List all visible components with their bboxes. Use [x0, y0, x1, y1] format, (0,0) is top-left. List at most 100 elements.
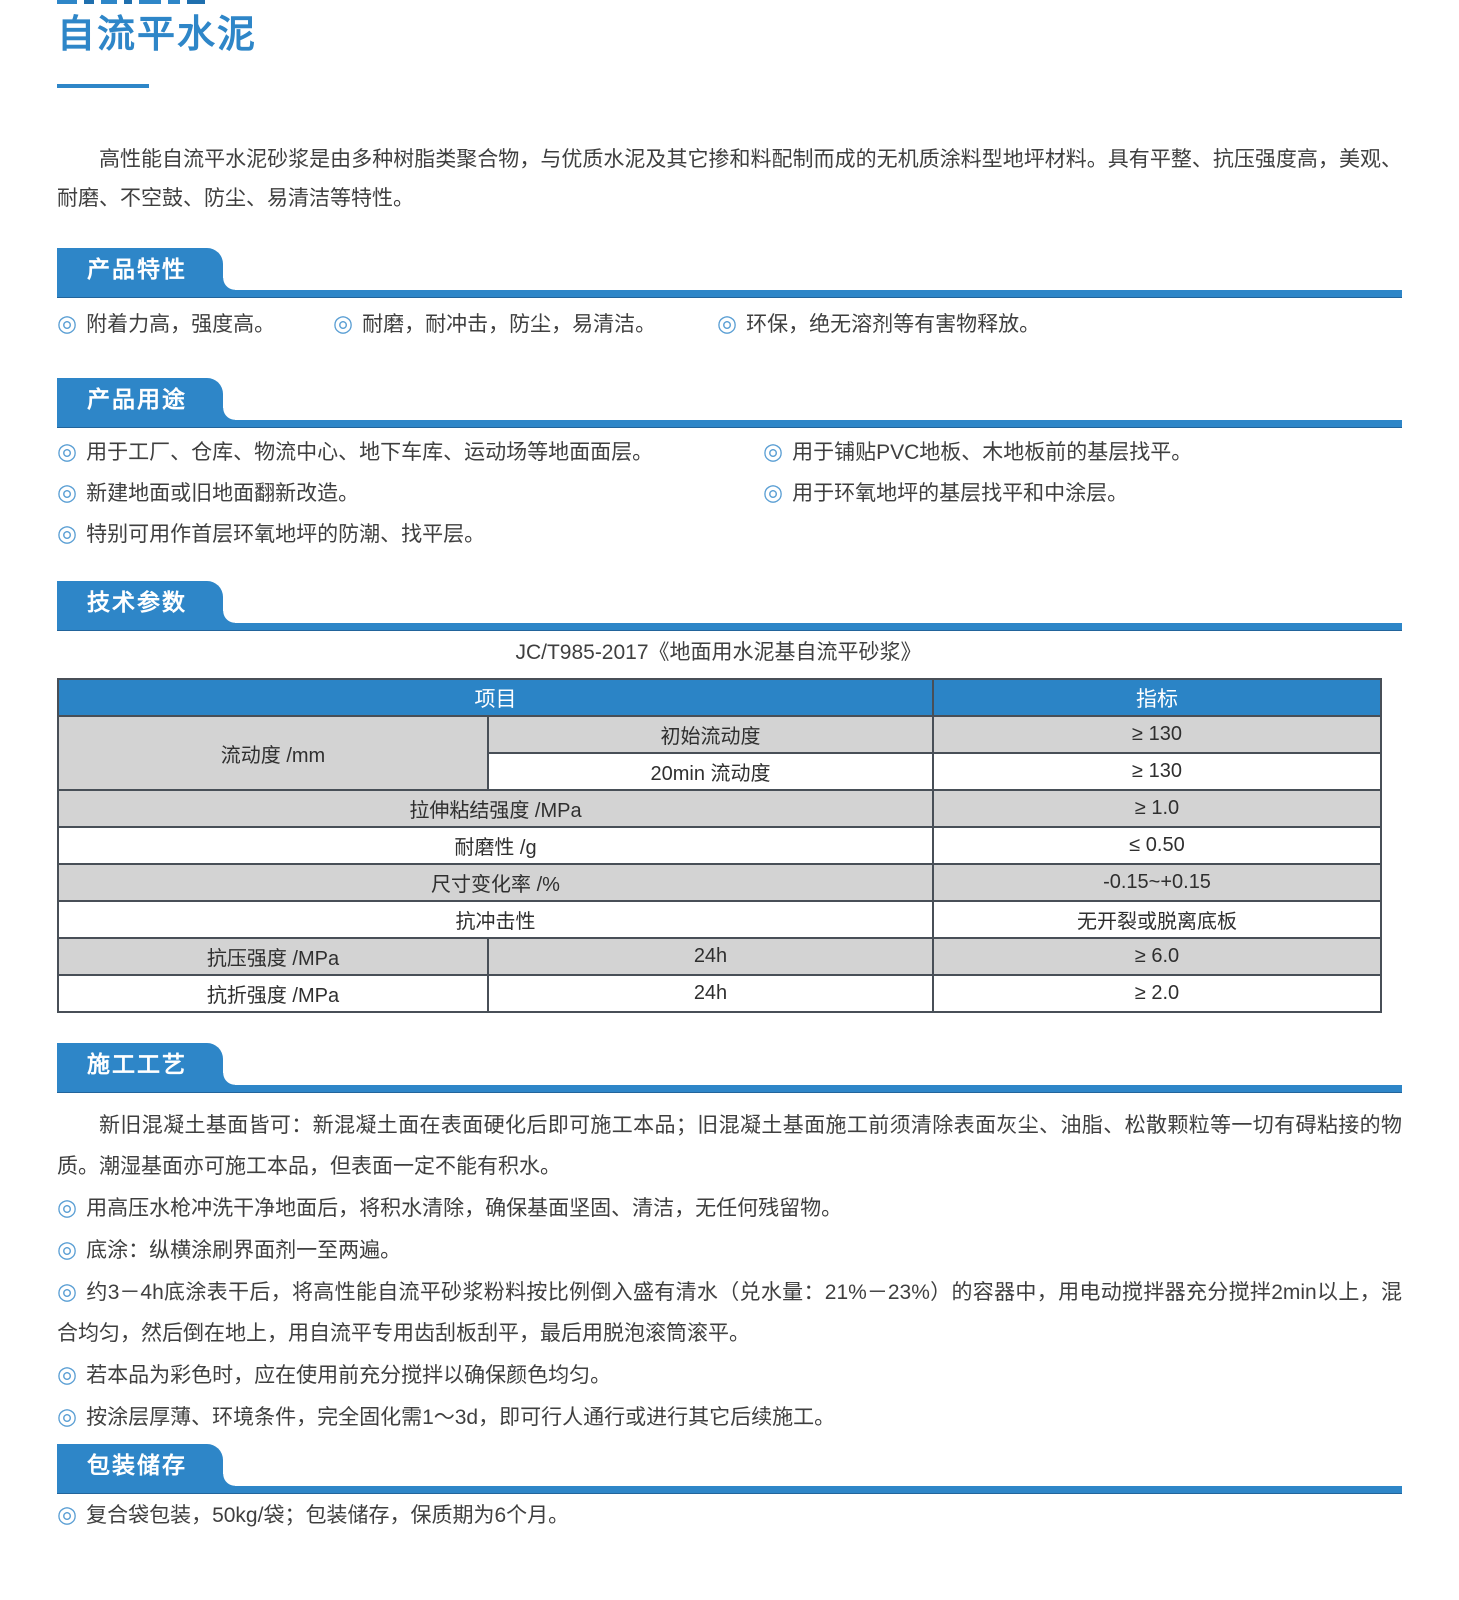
cell-flexural: 抗折强度 /MPa	[57, 974, 489, 1013]
table-header-item: 项目	[57, 678, 934, 717]
section-heading-packaging: 包装储存	[87, 1452, 187, 1478]
list-item: ◎ 复合袋包装，50kg/袋；包装储存，保质期为6个月。	[57, 1494, 1402, 1536]
table-row-tensile: 拉伸粘结强度 /MPa ≥ 1.0	[57, 789, 1382, 828]
ring-bullet-icon: ◎	[57, 1361, 78, 1387]
top-crop-artifact	[57, 0, 1459, 4]
section-header-uses: 产品用途	[57, 378, 1402, 428]
list-item: ◎ 耐磨，耐冲击，防尘，易清洁。	[333, 308, 717, 340]
ring-bullet-icon: ◎	[763, 479, 784, 505]
process-step-text: 按涂层厚薄、环境条件，完全固化需1～3d，即可行人通行或进行其它后续施工。	[86, 1406, 836, 1429]
section-rule	[57, 1486, 1402, 1494]
section-rule	[57, 623, 1402, 631]
process-step-text: 用高压水枪冲洗干净地面后，将积水清除，确保基面坚固、清洁，无任何残留物。	[86, 1197, 843, 1220]
table-row-flow-initial: 流动度 /mm 初始流动度 ≥ 130	[57, 715, 1382, 791]
cell-dimension-value: -0.15~+0.15	[932, 863, 1382, 902]
table-row-flow-20min: 20min 流动度 ≥ 130	[58, 752, 1382, 791]
process-step-text: 若本品为彩色时，应在使用前充分搅拌以确保颜色均匀。	[86, 1364, 612, 1387]
table-row-dimension: 尺寸变化率 /% -0.15~+0.15	[57, 863, 1382, 902]
feature-text: 环保，绝无溶剂等有害物释放。	[746, 313, 1041, 336]
use-text: 特别可用作首层环氧地坪的防潮、找平层。	[86, 523, 486, 546]
list-item: ◎ 特别可用作首层环氧地坪的防潮、找平层。	[57, 518, 763, 550]
section-header-process: 施工工艺	[57, 1043, 1402, 1093]
packaging-text: 复合袋包装，50kg/袋；包装储存，保质期为6个月。	[86, 1504, 570, 1527]
ring-bullet-icon: ◎	[57, 1194, 78, 1220]
list-item: ◎ 底涂：纵横涂刷界面剂一至两遍。	[57, 1229, 1402, 1271]
section-header-features: 产品特性	[57, 248, 1402, 298]
intro-paragraph: 高性能自流平水泥砂浆是由多种树脂类聚合物，与优质水泥及其它掺和料配制而成的无机质…	[57, 148, 1402, 210]
ring-bullet-icon: ◎	[763, 438, 784, 464]
list-item: ◎ 用于工厂、仓库、物流中心、地下车库、运动场等地面面层。	[57, 436, 763, 468]
section-tab-tech: 技术参数	[57, 581, 235, 623]
section-heading-uses: 产品用途	[87, 386, 187, 412]
table-header-index: 指标	[932, 678, 1382, 717]
feature-text: 耐磨，耐冲击，防尘，易清洁。	[362, 313, 657, 336]
uses-columns: ◎ 用于工厂、仓库、物流中心、地下车库、运动场等地面面层。 ◎ 新建地面或旧地面翻新…	[57, 436, 1402, 559]
cell-abrasion-value: ≤ 0.50	[932, 826, 1382, 865]
tech-table-wrap: JC/T985-2017《地面用水泥基自流平砂浆》 项目 指标 流动度 /mm …	[57, 640, 1382, 1013]
uses-column-right: ◎ 用于铺贴PVC地板、木地板前的基层找平。 ◎ 用于环氧地坪的基层找平和中涂层。	[763, 436, 1192, 559]
cell-flexural-time: 24h	[487, 974, 934, 1013]
section-heading-features: 产品特性	[87, 256, 187, 282]
section-rule	[57, 1085, 1402, 1093]
tech-params-table: 项目 指标 流动度 /mm 初始流动度 ≥ 130 20min 流动度 ≥ 13…	[57, 678, 1382, 1013]
list-item: ◎ 新建地面或旧地面翻新改造。	[57, 477, 763, 509]
ring-bullet-icon: ◎	[57, 1236, 78, 1262]
cell-tensile-value: ≥ 1.0	[932, 789, 1382, 828]
section-header-packaging: 包装储存	[57, 1444, 1402, 1494]
standard-reference: JC/T985-2017《地面用水泥基自流平砂浆》	[515, 641, 922, 664]
cell-compressive: 抗压强度 /MPa	[57, 937, 489, 976]
cell-compressive-time: 24h	[487, 937, 934, 976]
list-item: ◎ 按涂层厚薄、环境条件，完全固化需1～3d，即可行人通行或进行其它后续施工。	[57, 1396, 1402, 1438]
section-tab-uses: 产品用途	[57, 378, 235, 420]
list-item: ◎ 约3－4h底涂表干后，将高性能自流平砂浆粉料按比例倒入盛有清水（兑水量：21%…	[57, 1271, 1402, 1354]
table-row-abrasion: 耐磨性 /g ≤ 0.50	[57, 826, 1382, 865]
cell-flow-20min-value: ≥ 130	[932, 752, 1382, 791]
ring-bullet-icon: ◎	[57, 438, 78, 464]
ring-bullet-icon: ◎	[57, 520, 78, 546]
list-item: ◎ 用高压水枪冲洗干净地面后，将积水清除，确保基面坚固、清洁，无任何残留物。	[57, 1187, 1402, 1229]
process-step-text: 约3－4h底涂表干后，将高性能自流平砂浆粉料按比例倒入盛有清水（兑水量：21%－…	[57, 1281, 1402, 1345]
cell-flexural-value: ≥ 2.0	[932, 974, 1382, 1013]
ring-bullet-icon: ◎	[57, 310, 78, 336]
cell-abrasion: 耐磨性 /g	[57, 826, 934, 865]
use-text: 用于环氧地坪的基层找平和中涂层。	[792, 482, 1129, 505]
cell-tensile: 拉伸粘结强度 /MPa	[57, 789, 934, 828]
list-item: ◎ 环保，绝无溶剂等有害物释放。	[717, 308, 1040, 340]
section-rule	[57, 420, 1402, 428]
list-item: ◎ 附着力高，强度高。	[57, 308, 333, 340]
table-row-impact: 抗冲击性 无开裂或脱离底板	[57, 900, 1382, 939]
section-heading-tech: 技术参数	[87, 589, 187, 615]
features-list: ◎ 附着力高，强度高。 ◎ 耐磨，耐冲击，防尘，易清洁。 ◎ 环保，绝无溶剂等有害物释…	[57, 308, 1402, 340]
section-tab-process: 施工工艺	[57, 1043, 235, 1085]
cell-flow-20min: 20min 流动度	[487, 752, 934, 791]
cell-flow-label: 流动度 /mm	[57, 715, 489, 791]
section-heading-process: 施工工艺	[87, 1051, 187, 1077]
ring-bullet-icon: ◎	[57, 1501, 78, 1527]
table-row-flexural: 抗折强度 /MPa 24h ≥ 2.0	[57, 974, 1382, 1013]
use-text: 用于铺贴PVC地板、木地板前的基层找平。	[792, 441, 1193, 464]
use-text: 用于工厂、仓库、物流中心、地下车库、运动场等地面面层。	[86, 441, 654, 464]
ring-bullet-icon: ◎	[717, 310, 738, 336]
cell-compressive-value: ≥ 6.0	[932, 937, 1382, 976]
section-header-tech: 技术参数	[57, 581, 1402, 631]
use-text: 新建地面或旧地面翻新改造。	[86, 482, 360, 505]
ring-bullet-icon: ◎	[57, 479, 78, 505]
list-item: ◎ 若本品为彩色时，应在使用前充分搅拌以确保颜色均匀。	[57, 1354, 1402, 1396]
section-rule	[57, 290, 1402, 298]
ring-bullet-icon: ◎	[57, 1403, 78, 1429]
feature-text: 附着力高，强度高。	[86, 313, 276, 336]
section-tab-packaging: 包装储存	[57, 1444, 235, 1486]
title-underline	[57, 84, 149, 88]
cell-flow-initial: 初始流动度	[487, 715, 934, 754]
page-content: 自流平水泥 高性能自流平水泥砂浆是由多种树脂类聚合物，与优质水泥及其它掺和料配制…	[0, 12, 1459, 1536]
ring-bullet-icon: ◎	[57, 1278, 78, 1304]
cell-flow-initial-value: ≥ 130	[932, 715, 1382, 754]
page-title: 自流平水泥	[57, 14, 258, 56]
list-item: ◎ 用于环氧地坪的基层找平和中涂层。	[763, 477, 1192, 509]
table-header-row: 项目 指标	[57, 678, 1382, 717]
uses-column-left: ◎ 用于工厂、仓库、物流中心、地下车库、运动场等地面面层。 ◎ 新建地面或旧地面翻新…	[57, 436, 763, 559]
process-intro-paragraph: 新旧混凝土基面皆可：新混凝土面在表面硬化后即可施工本品；旧混凝土基面施工前须清除…	[57, 1114, 1402, 1178]
cell-dimension: 尺寸变化率 /%	[57, 863, 934, 902]
cell-impact: 抗冲击性	[57, 900, 934, 939]
section-tab-features: 产品特性	[57, 248, 235, 290]
